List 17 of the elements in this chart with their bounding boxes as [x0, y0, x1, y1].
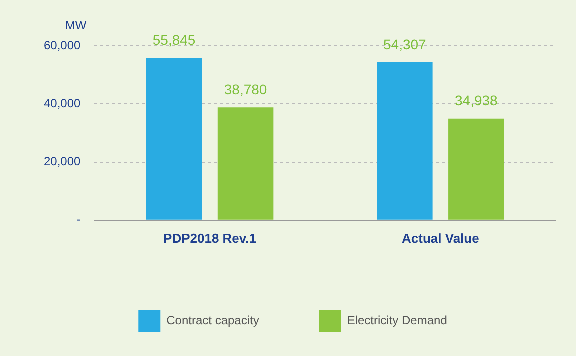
- y-axis-title: MW: [65, 18, 88, 32]
- text: 34,938: [455, 92, 498, 109]
- text: 38,780: [224, 82, 268, 98]
- bar: [448, 118, 504, 220]
- bar: [377, 62, 433, 220]
- y-tick-label: -: [76, 212, 81, 227]
- text: 54,307: [384, 36, 426, 52]
- y-tick-label: 40,000: [44, 96, 82, 110]
- legend-label: Contract capacity: [166, 313, 260, 328]
- text: 55,845: [152, 32, 196, 48]
- bar: [146, 58, 202, 220]
- x-tick-label: Actual Value: [402, 230, 480, 246]
- x-tick-label: PDP2018 Rev.1: [164, 230, 257, 246]
- y-tick-label: 60,000: [44, 38, 82, 52]
- y-tick-label: 20,000: [44, 154, 82, 169]
- legend-label: Electricity Demand: [347, 313, 448, 328]
- bar: [218, 108, 274, 220]
